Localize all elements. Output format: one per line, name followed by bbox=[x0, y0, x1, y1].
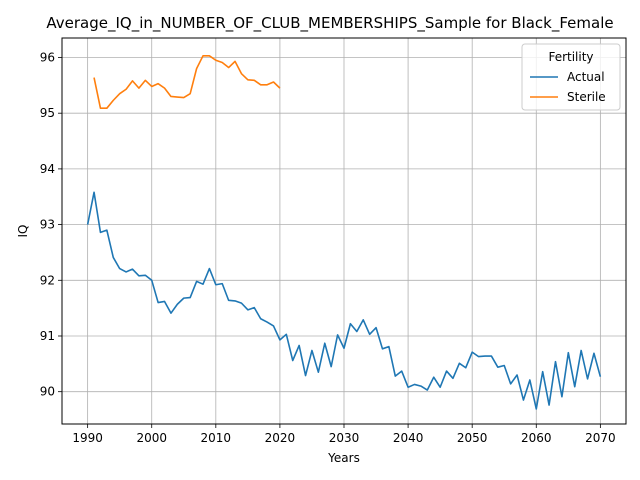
x-tick-label: 2000 bbox=[136, 431, 167, 445]
y-tick-label: 91 bbox=[40, 329, 55, 343]
y-tick-label: 96 bbox=[40, 50, 55, 64]
x-axis-label: Years bbox=[327, 451, 360, 465]
x-tick-label: 1990 bbox=[72, 431, 103, 445]
x-tick-label: 2020 bbox=[265, 431, 296, 445]
y-ticks: 90 91 92 93 94 95 96 bbox=[40, 50, 62, 399]
y-tick-label: 95 bbox=[40, 106, 55, 120]
x-tick-label: 2060 bbox=[521, 431, 552, 445]
grid bbox=[62, 38, 626, 424]
x-tick-label: 2010 bbox=[201, 431, 232, 445]
y-tick-label: 92 bbox=[40, 273, 55, 287]
legend-label-actual: Actual bbox=[567, 70, 605, 84]
legend-title: Fertility bbox=[548, 50, 593, 64]
series-line-sterile bbox=[93, 55, 281, 109]
x-tick-label: 2030 bbox=[329, 431, 360, 445]
legend-box bbox=[521, 43, 621, 111]
x-tick-label: 2050 bbox=[457, 431, 488, 445]
legend-label-sterile: Sterile bbox=[567, 90, 606, 104]
x-ticks: 1990 2000 2010 2020 2030 2040 2050 2060 2070 bbox=[72, 424, 616, 445]
y-tick-label: 93 bbox=[40, 218, 55, 232]
series-line-actual bbox=[86, 191, 602, 410]
series-lines bbox=[86, 55, 602, 410]
y-tick-label: 94 bbox=[40, 162, 55, 176]
chart-title: Average_IQ_in_NUMBER_OF_CLUB_MEMBERSHIPS… bbox=[46, 14, 613, 33]
x-tick-label: 2070 bbox=[585, 431, 616, 445]
y-axis-label: IQ bbox=[16, 225, 30, 238]
y-tick-label: 90 bbox=[40, 385, 55, 399]
legend: Fertility Actual Sterile bbox=[521, 43, 621, 111]
x-tick-label: 2040 bbox=[393, 431, 424, 445]
